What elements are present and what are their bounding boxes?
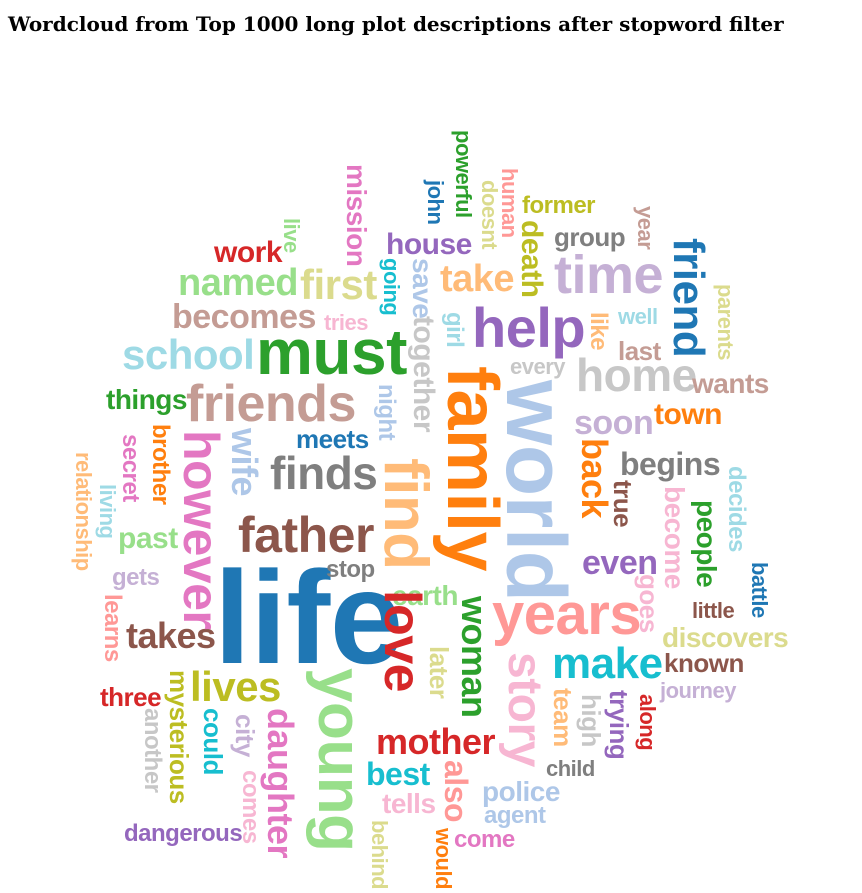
word-police: police <box>482 776 560 807</box>
word-live: live <box>279 218 304 253</box>
word-high: high <box>576 694 606 747</box>
word-later: later <box>424 646 454 699</box>
word-family: family <box>432 366 512 572</box>
word-another: another <box>139 708 166 793</box>
word-takes: takes <box>126 615 216 656</box>
word-together: together <box>407 316 440 432</box>
word-earth: earth <box>392 580 458 611</box>
word-little: little <box>692 598 735 623</box>
word-trying: trying <box>604 690 634 760</box>
word-meets: meets <box>296 424 369 454</box>
word-comes: comes <box>237 770 264 844</box>
word-save: save <box>407 258 438 319</box>
word-begins: begins <box>620 446 721 482</box>
word-john: john <box>423 180 448 225</box>
word-parents: parents <box>713 284 738 360</box>
word-girl: girl <box>441 312 468 348</box>
word-night: night <box>373 384 400 441</box>
page-title: Wordcloud from Top 1000 long plot descri… <box>8 12 784 36</box>
word-well: well <box>618 304 658 329</box>
word-city: city <box>230 714 260 757</box>
word-tries: tries <box>324 310 368 335</box>
word-wants: wants <box>692 368 769 399</box>
word-agent: agent <box>484 802 546 829</box>
word-true: true <box>608 480 638 528</box>
word-time: time <box>554 245 664 305</box>
word-would: would <box>431 828 456 890</box>
word-friends: friends <box>186 375 356 433</box>
word-past: past <box>118 522 178 555</box>
word-could: could <box>198 708 228 775</box>
word-love: love <box>373 590 431 693</box>
word-become: become <box>659 486 690 589</box>
word-years: years <box>492 582 642 647</box>
word-dangerous: dangerous <box>124 820 243 847</box>
word-father: father <box>238 507 374 563</box>
word-house: house <box>386 228 472 261</box>
word-every: every <box>510 354 566 379</box>
word-also: also <box>438 760 474 823</box>
word-even: even <box>582 544 658 582</box>
word-best: best <box>366 756 430 792</box>
word-like: like <box>585 312 612 351</box>
word-school: school <box>122 331 255 378</box>
word-year: year <box>633 206 658 250</box>
word-former: former <box>522 192 596 219</box>
word-take: take <box>440 258 515 300</box>
word-gets: gets <box>112 564 160 591</box>
word-stop: stop <box>326 556 375 583</box>
word-wife: wife <box>224 428 265 497</box>
word-tells: tells <box>382 788 436 819</box>
word-mysterious: mysterious <box>164 670 194 804</box>
word-finds: finds <box>270 447 378 499</box>
word-story: story <box>498 652 551 767</box>
word-behind: behind <box>367 820 392 890</box>
word-friend: friend <box>664 238 713 358</box>
word-home: home <box>576 349 697 401</box>
word-daughter: daughter <box>260 708 301 859</box>
word-team: team <box>548 688 578 747</box>
word-going: going <box>379 258 404 316</box>
word-young: young <box>305 668 374 852</box>
word-town: town <box>654 398 722 431</box>
word-make: make <box>552 639 663 688</box>
word-life: life <box>214 544 403 691</box>
word-help: help <box>472 296 586 359</box>
word-relationship: relationship <box>71 452 96 571</box>
word-along: along <box>635 694 660 751</box>
word-goes: goes <box>634 574 664 633</box>
word-becomes: becomes <box>172 298 316 336</box>
word-soon: soon <box>574 404 654 442</box>
word-known: known <box>664 648 744 678</box>
word-things: things <box>106 384 188 415</box>
word-brother: brother <box>147 424 174 505</box>
word-child: child <box>546 756 595 781</box>
word-decides: decides <box>723 466 750 552</box>
word-lives: lives <box>190 663 281 710</box>
word-three: three <box>100 682 162 712</box>
word-mission: mission <box>341 164 372 267</box>
word-mother: mother <box>376 721 496 762</box>
word-human: human <box>497 168 522 238</box>
word-last: last <box>618 336 661 366</box>
word-woman: woman <box>454 596 495 718</box>
word-journey: journey <box>660 678 736 703</box>
word-learns: learns <box>99 594 126 662</box>
word-first: first <box>300 261 377 308</box>
word-secret: secret <box>117 434 144 502</box>
word-find: find <box>371 458 440 570</box>
word-work: work <box>214 236 283 269</box>
word-group: group <box>554 222 626 252</box>
word-back: back <box>574 438 615 519</box>
word-must: must <box>256 316 407 388</box>
word-people: people <box>691 500 722 588</box>
word-come: come <box>454 826 515 853</box>
word-living: living <box>95 484 120 539</box>
word-discovers: discovers <box>662 622 789 653</box>
word-however: however <box>173 430 229 630</box>
word-powerful: powerful <box>451 130 476 218</box>
word-named: named <box>178 262 298 304</box>
word-battle: battle <box>747 562 772 618</box>
